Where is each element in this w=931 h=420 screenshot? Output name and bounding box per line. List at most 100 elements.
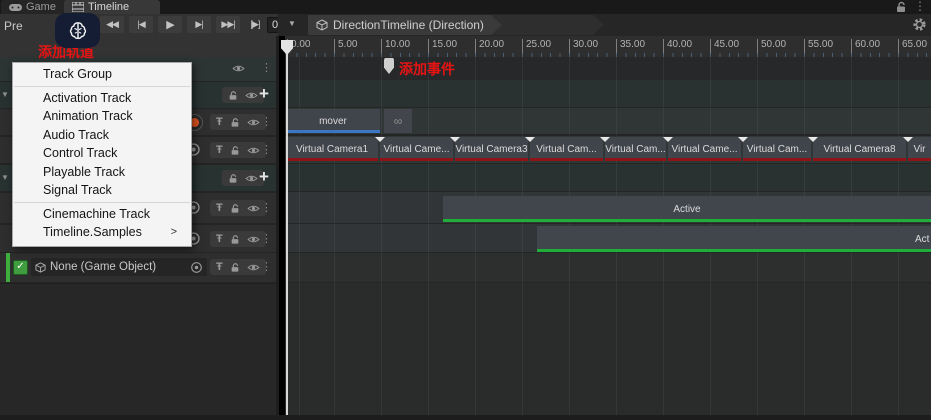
clip-virtual-camera[interactable]: Virtual Came...	[668, 137, 741, 161]
kebab-icon[interactable]: ⋮	[261, 116, 272, 128]
add-track-button[interactable]: +	[259, 84, 269, 103]
clip-virtual-camera[interactable]: Virtual Cam...	[530, 137, 603, 161]
signal-marker-icon[interactable]	[384, 58, 394, 74]
track-controls: Ŧ	[210, 200, 266, 216]
infinity-icon: ∞	[393, 114, 403, 128]
play-button[interactable]: ▶	[158, 16, 182, 33]
clip-stripe	[286, 158, 378, 161]
track-controls: Ŧ	[210, 114, 266, 130]
mute-checkbox[interactable]: ✓	[13, 260, 28, 275]
playable-track-header[interactable]: ✓ None (Game Object) Ŧ ⋮	[0, 253, 276, 282]
group-controls	[222, 170, 264, 186]
menu-item-audio-track[interactable]: Audio Track	[43, 127, 110, 142]
panel-divider[interactable]	[276, 36, 279, 415]
lock-icon[interactable]	[230, 262, 240, 273]
lock-icon[interactable]	[228, 173, 238, 184]
clip-virtual-camera[interactable]: Vir	[908, 137, 931, 161]
eye-icon[interactable]	[247, 263, 260, 272]
kebab-icon[interactable]: ⋮	[261, 62, 272, 74]
play-range-button[interactable]: [▶]	[250, 19, 261, 29]
group-lane	[285, 164, 931, 191]
timeline-selector-dropdown-icon[interactable]: ▼	[288, 19, 296, 28]
playhead-line	[286, 40, 288, 415]
eye-icon[interactable]	[247, 204, 260, 213]
kebab-icon[interactable]: ⋮	[261, 233, 272, 245]
clip-recorded-infinite[interactable]: ∞	[384, 109, 412, 133]
ruler-tick: 60.00	[851, 39, 880, 54]
menu-item-timeline-samples[interactable]: Timeline.Samples >	[13, 223, 191, 242]
eye-icon[interactable]	[247, 235, 260, 244]
eye-icon[interactable]	[245, 174, 258, 183]
ruler-tick: 65.00	[898, 39, 927, 54]
skip-end-button[interactable]: ▶▶|	[216, 16, 240, 33]
clip-virtual-camera[interactable]: Virtual Camera1	[286, 137, 378, 161]
clip-stripe	[380, 158, 453, 161]
menu-item-activation-track[interactable]: Activation Track	[43, 90, 132, 105]
foldout-icon[interactable]: ▼	[1, 173, 9, 182]
clip-active[interactable]: Active	[443, 196, 931, 222]
menu-item-control-track[interactable]: Control Track	[43, 146, 118, 160]
pin-icon[interactable]: Ŧ	[216, 233, 223, 245]
eye-icon[interactable]	[247, 118, 260, 127]
ruler-tick: 40.00	[663, 39, 692, 54]
clip-virtual-camera[interactable]: Virtual Cam...	[605, 137, 666, 161]
lock-icon[interactable]	[895, 1, 907, 13]
lock-icon[interactable]	[230, 234, 240, 245]
pin-icon[interactable]: Ŧ	[216, 144, 223, 156]
clip-label: Act	[915, 233, 930, 245]
kebab-icon[interactable]: ⋮	[261, 261, 272, 273]
lock-icon[interactable]	[230, 117, 240, 128]
menu-item-cinemachine-track[interactable]: Cinemachine Track	[43, 206, 150, 221]
kebab-icon[interactable]: ⋮	[261, 202, 272, 214]
clip-stripe	[286, 130, 380, 133]
ruler-tick: 25.00	[522, 39, 551, 54]
menu-item-signal-track[interactable]: Signal Track	[43, 183, 112, 197]
playhead-handle[interactable]	[281, 40, 293, 55]
skip-start-button[interactable]: ◀◀	[100, 16, 124, 33]
binding-field-value: None (Game Object)	[50, 261, 157, 273]
breadcrumb[interactable]: DirectionTimeline (Direction)	[308, 15, 502, 35]
pin-icon[interactable]: Ŧ	[216, 261, 223, 273]
tab-bar: Game Timeline ⋮	[0, 0, 931, 14]
preview-button[interactable]: Pre	[4, 19, 23, 33]
lock-icon[interactable]	[230, 145, 240, 156]
eye-icon[interactable]	[245, 91, 258, 100]
clip-label: Active	[673, 203, 701, 215]
eye-icon[interactable]	[232, 64, 245, 73]
add-track-context-menu: Track Group Activation Track Animation T…	[12, 62, 192, 247]
gear-icon[interactable]	[912, 17, 927, 32]
pin-icon[interactable]: Ŧ	[216, 116, 223, 128]
eye-icon[interactable]	[247, 146, 260, 155]
clip-mover[interactable]: mover	[286, 109, 380, 133]
object-picker-icon[interactable]	[190, 261, 203, 274]
tab-timeline[interactable]: Timeline	[64, 0, 160, 14]
transport-bar: Pre ◀◀ |◀ ▶ ▶| ▶▶| [▶] 0	[0, 14, 285, 37]
kebab-icon[interactable]: ⋮	[261, 144, 272, 156]
clip-virtual-camera[interactable]: Virtual Camera8	[813, 137, 906, 161]
menu-item-animation-track[interactable]: Animation Track	[43, 109, 133, 123]
empty-lane-area	[285, 283, 931, 415]
lock-icon[interactable]	[230, 203, 240, 214]
pin-icon[interactable]: Ŧ	[216, 202, 223, 214]
clip-virtual-camera[interactable]: Virtual Camera3	[455, 137, 528, 161]
assistant-cursor-badge	[55, 13, 100, 48]
clip-virtual-camera[interactable]: Virtual Cam...	[743, 137, 811, 161]
add-track-button[interactable]: +	[259, 167, 269, 186]
clip-virtual-camera[interactable]: Virtual Came...	[380, 137, 453, 161]
menu-item-track-group[interactable]: Track Group	[43, 67, 113, 81]
clip-active[interactable]: Act	[537, 226, 931, 252]
clip-stripe	[605, 158, 666, 161]
step-forward-button[interactable]: ▶|	[187, 16, 211, 33]
lock-icon[interactable]	[228, 90, 238, 101]
step-back-button[interactable]: |◀	[129, 16, 153, 33]
time-ruler[interactable]: 0.00 5.00 10.00 15.00 20.00 25.00 30.00 …	[285, 36, 931, 57]
menu-item-playable-track[interactable]: Playable Track	[43, 164, 125, 179]
window-menu-icon[interactable]: ⋮	[914, 0, 926, 13]
timeline-icon	[72, 2, 84, 12]
tab-game[interactable]: Game	[1, 0, 77, 14]
ruler-tick: 15.00	[428, 39, 457, 54]
breadcrumb-bar: ▼ DirectionTimeline (Direction)	[278, 14, 931, 36]
foldout-icon[interactable]: ▼	[1, 90, 9, 99]
binding-object-field[interactable]: None (Game Object)	[31, 258, 207, 276]
blend-triangle-icon	[663, 137, 673, 142]
